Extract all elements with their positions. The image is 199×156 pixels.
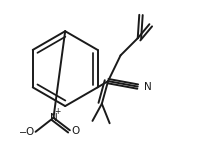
Text: O: O	[26, 127, 34, 137]
Text: −: −	[19, 128, 27, 138]
Text: O: O	[71, 126, 80, 136]
Text: N: N	[144, 82, 151, 92]
Text: N: N	[50, 113, 57, 123]
Text: +: +	[54, 107, 60, 116]
